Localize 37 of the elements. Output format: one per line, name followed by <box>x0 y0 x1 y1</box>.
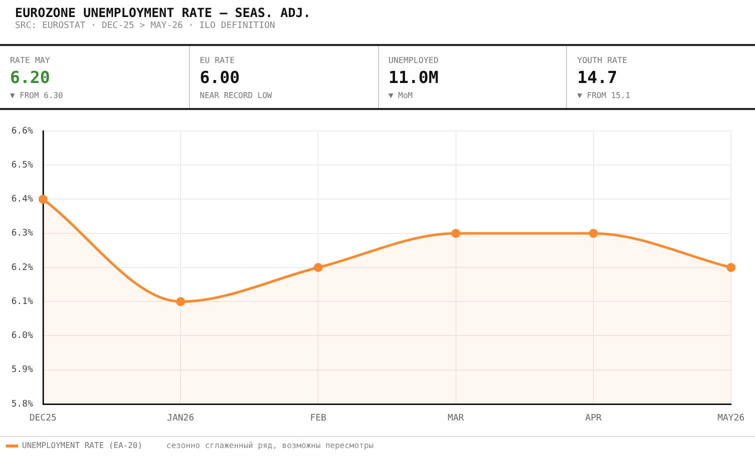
point <box>176 297 186 306</box>
text: UNEMPLOYED <box>388 55 438 65</box>
y-tick-label: 6.3% <box>11 228 34 239</box>
y-tick-label: 6.2% <box>11 262 34 273</box>
text: RATE MAY <box>10 55 50 65</box>
x-tick-label: MAR <box>448 414 465 424</box>
y-tick-label: 6.4% <box>11 194 34 205</box>
point <box>726 263 736 272</box>
text: 14.7 <box>577 68 618 87</box>
y-tick-label: 5.8% <box>11 399 34 410</box>
text: 6.20 <box>10 68 50 87</box>
text: YOUTH RATE <box>577 55 628 65</box>
text: ▼ FROM 6.30 <box>10 91 63 100</box>
x-tick-label: FEB <box>310 414 326 424</box>
y-tick-label: 6.5% <box>11 160 34 170</box>
text: 6.00 <box>200 68 240 87</box>
y-tick-label: 6.6% <box>11 126 34 136</box>
point <box>314 263 323 272</box>
y-tick-label: 5.9% <box>11 365 34 376</box>
text: EUROZONE UNEMPLOYMENT RATE — SEAS. ADJ. <box>15 5 311 20</box>
text: NEAR RECORD LOW <box>200 91 272 100</box>
x-tick-label: DEC25 <box>29 414 57 424</box>
text: 11.0M <box>388 68 438 87</box>
text: ▼ FROM 15.1 <box>577 91 630 100</box>
x-tick-label: MAY26 <box>717 414 745 424</box>
text: SRC: EUROSTAT · DEC-25 > MAY-26 · ILO DEFINITION <box>15 21 276 31</box>
y-tick-label: 6.0% <box>11 331 34 342</box>
point <box>38 194 48 204</box>
x-tick-label: JAN26 <box>167 414 194 424</box>
y-tick-label: 6.1% <box>11 296 34 307</box>
text: сезонно сглаженный ряд, возможны пересмотры <box>166 441 374 450</box>
text: ▼ MoM <box>388 91 413 100</box>
legend-label: UNEMPLOYMENT RATE (EA-20) <box>22 441 142 450</box>
text: EU RATE <box>200 55 235 65</box>
point <box>451 228 460 238</box>
x-tick-label: APR <box>585 414 602 424</box>
point <box>588 228 598 238</box>
